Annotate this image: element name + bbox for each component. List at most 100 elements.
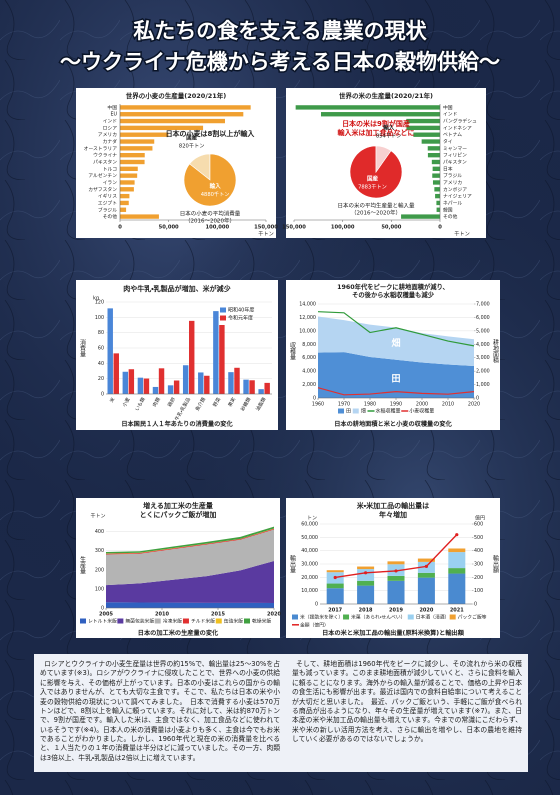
line-marker: [394, 569, 398, 573]
chart-caption: 日本の米の平均生産量と輸入量: [337, 202, 415, 210]
y-tick-label: 4,000: [302, 369, 316, 375]
data-label: 7883千トン: [358, 183, 387, 191]
bar: [432, 173, 440, 178]
y-tick-label: 60: [98, 346, 104, 352]
slice-label: 国産: [186, 134, 198, 142]
legend-swatch: [182, 618, 189, 624]
x-tick-label: 野菜: [211, 396, 222, 408]
legend-swatch: [407, 614, 414, 620]
bar: [120, 146, 153, 151]
bar: [120, 200, 129, 206]
bar: [120, 105, 251, 110]
x-axis-label: 千トン: [454, 230, 470, 238]
bar: [120, 180, 135, 185]
bar: [120, 152, 145, 158]
bar: [434, 187, 440, 192]
bar: [436, 200, 440, 206]
chart-title: 米・米加工品の輸出量は: [356, 501, 429, 510]
body-text: ロシアとウクライナの小麦生産量は世界の約15%で、輸出量は25～30%を占めてい…: [40, 660, 280, 762]
bar: [436, 207, 440, 212]
y-tick-label: 10,000: [301, 588, 318, 594]
legend-label: パックご飯等: [458, 614, 487, 621]
pie-slice: [375, 145, 392, 173]
legend-label: 日本酒（清酒）: [416, 614, 450, 621]
y-axis-label: 消費量: [79, 338, 86, 358]
legend-swatch: [220, 315, 226, 321]
chart-caption: 日本の米と米加工品の輸出量(原料米換算)と輸出額: [322, 629, 465, 637]
y-tick-label: インドネシア: [443, 125, 472, 131]
bar: [167, 385, 174, 394]
chart-title: 世界の米の生産量(2020/21年): [339, 91, 433, 100]
x-tick-label: 1980: [364, 402, 376, 408]
bar: [295, 105, 440, 110]
legend-swatch: [117, 618, 124, 624]
legend-label: 缶詰米飯: [224, 618, 243, 625]
bar: [219, 325, 225, 394]
bar: [421, 139, 440, 144]
y-axis-label: 輸出量: [289, 554, 296, 574]
area: [318, 352, 474, 398]
y-tick-label: イラン: [103, 180, 118, 186]
x-axis-label: 千トン: [258, 230, 274, 238]
y-tick-label: 12,000: [299, 315, 316, 321]
bar: [120, 187, 134, 192]
legend-swatch: [343, 614, 350, 620]
bar: [243, 379, 249, 394]
bar: [417, 577, 435, 604]
bar: [204, 375, 210, 394]
y-tick-label: 20,000: [301, 575, 318, 581]
x-tick-label: 50,000: [381, 225, 401, 231]
legend-label: 米菓（あられ・せんべい）: [351, 614, 405, 621]
y-tick-label: 80: [98, 330, 104, 336]
bar: [120, 139, 155, 144]
bar: [417, 572, 435, 578]
legend-label: 田: [346, 409, 351, 415]
y-tick-label: 300: [95, 548, 104, 554]
y-tick-label: カナダ: [103, 138, 118, 145]
bar: [120, 193, 130, 199]
bar: [357, 569, 375, 581]
y-tick-label: ネパール: [443, 200, 462, 206]
chart-caption: （2016～2020年）: [351, 209, 401, 217]
y-tick-label: 0: [101, 606, 104, 612]
chart-caption: 日本の小麦の平均消費量: [180, 210, 241, 218]
y-tick-label: 8,000: [302, 342, 316, 348]
line-marker: [424, 564, 428, 569]
y-tick-label: ロシア: [103, 125, 118, 131]
y-tick-label: ミャンマー: [443, 146, 467, 152]
y-tick-label: パキスタン: [93, 159, 117, 166]
chart-title: 世界の小麦の生産量(2020/21年): [126, 91, 226, 100]
y-tick-label: 6,000: [476, 315, 490, 321]
y-tick-label: 0: [313, 396, 316, 402]
y-tick-label: オーストラリア: [84, 146, 118, 152]
legend-label: 小麦収穫量: [409, 408, 434, 415]
bar: [128, 369, 135, 394]
legend-label: 令和元年度: [228, 315, 253, 322]
y-tick-label: ナイジェリア: [443, 194, 472, 200]
y-tick-label: タイ: [443, 138, 453, 145]
bar: [120, 159, 145, 165]
y-tick-label: 400: [474, 548, 483, 554]
area-label: 田: [391, 373, 400, 384]
bar: [357, 585, 375, 604]
slice-label: 国産: [367, 175, 379, 183]
legend-label: チルド米飯: [191, 618, 215, 625]
bar: [448, 568, 466, 574]
legend-label: 金額（億円）: [300, 621, 329, 628]
y2-axis-label: 耕地面積: [492, 338, 499, 364]
line-marker: [333, 575, 337, 580]
y2-axis-label: 輸出額: [492, 554, 499, 574]
legend-label: 米（援助米を除く）: [300, 614, 343, 621]
y-tick-label: 300: [474, 562, 483, 568]
bar: [120, 118, 225, 124]
bar: [120, 132, 169, 137]
legend-swatch: [154, 618, 161, 624]
chart-title: 日本の米は9割が国産: [342, 119, 410, 128]
bar: [387, 580, 405, 604]
bar: [432, 180, 440, 185]
bar: [357, 580, 375, 586]
legend-label: 冷凍米飯: [163, 618, 182, 625]
x-tick-label: 2019: [389, 608, 403, 614]
legend-swatch: [338, 408, 344, 414]
